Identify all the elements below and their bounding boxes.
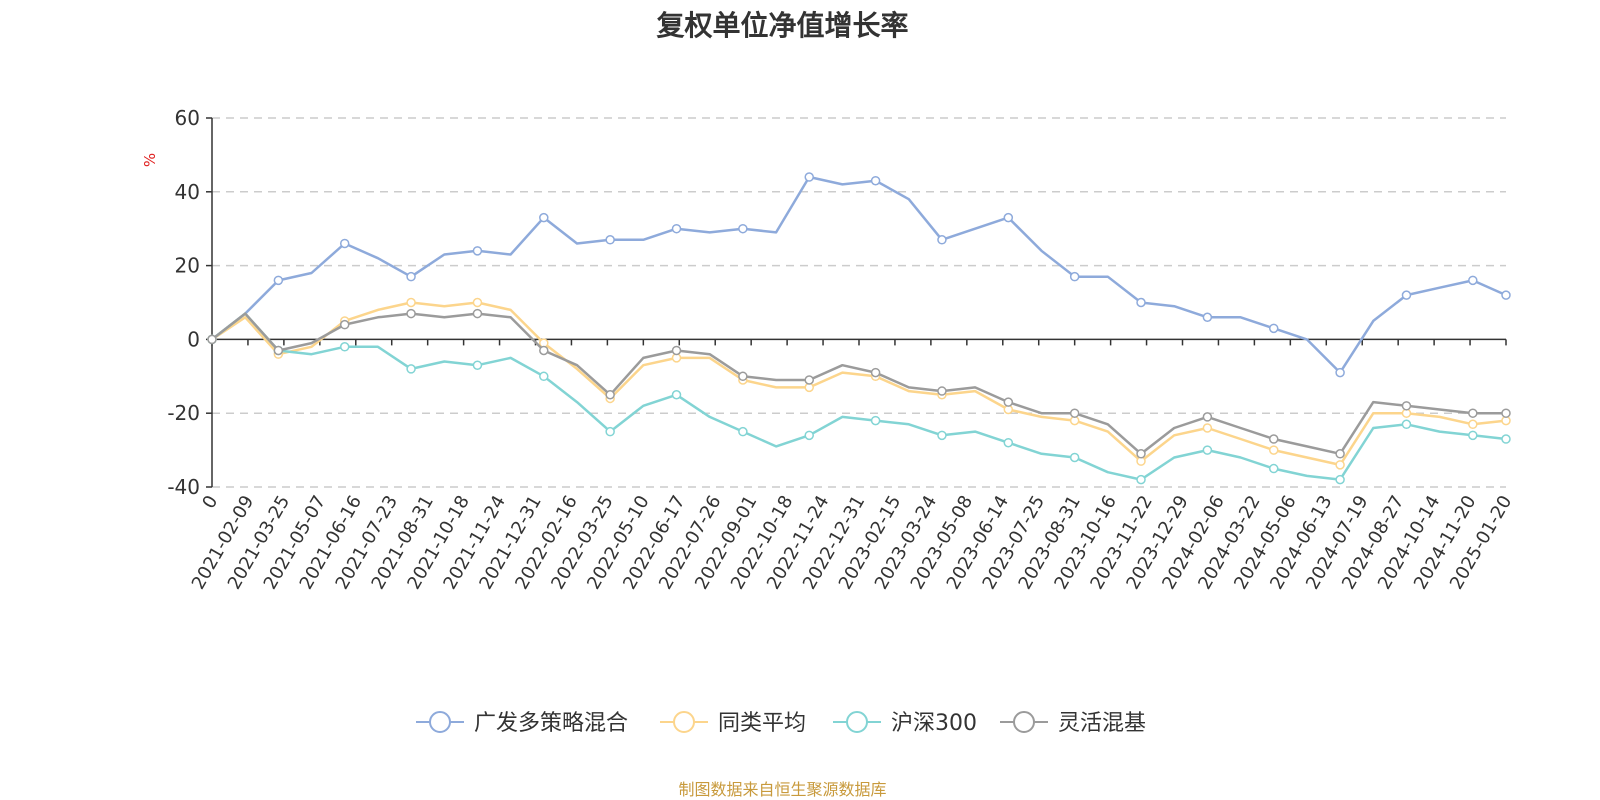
data-point: [1268, 463, 1279, 474]
data-point: [339, 342, 350, 352]
data-point: [1468, 419, 1478, 430]
data-point: [1003, 397, 1014, 407]
data-point: [1335, 474, 1345, 485]
data-point: [1069, 408, 1080, 418]
data-point: [1202, 312, 1213, 323]
y-tick-label: 40: [175, 180, 200, 204]
legend-marker: [429, 711, 451, 733]
data-point: [1468, 275, 1478, 286]
data-point: [937, 235, 947, 245]
data-point: [1501, 408, 1511, 418]
data-point: [605, 426, 615, 437]
data-point: [671, 345, 682, 356]
data-point: [273, 275, 284, 286]
data-point: [1069, 271, 1080, 282]
data-point: [472, 308, 483, 319]
data-point: [1202, 445, 1213, 455]
y-axis-label: %: [141, 153, 159, 167]
data-point: [671, 390, 682, 400]
data-point: [1268, 445, 1279, 455]
data-point: [406, 308, 416, 319]
data-point: [870, 415, 881, 426]
data-point: [870, 367, 881, 378]
data-point: [273, 345, 284, 356]
y-tick-label: -20: [167, 401, 200, 425]
data-point: [1401, 401, 1412, 411]
data-point: [1401, 419, 1412, 430]
data-point: [539, 371, 549, 382]
data-point: [1136, 449, 1146, 459]
data-point: [1468, 408, 1478, 418]
data-point: [339, 319, 350, 330]
data-point: [406, 271, 416, 282]
data-point: [539, 345, 549, 356]
data-point: [1202, 412, 1213, 422]
data-point: [1136, 297, 1146, 308]
data-point: [671, 223, 682, 234]
legend-item-0[interactable]: 广发多策略混合: [416, 711, 628, 736]
y-tick-label: -40: [167, 475, 200, 499]
data-point: [1501, 434, 1511, 444]
data-point: [804, 172, 814, 182]
data-point: [1468, 430, 1478, 441]
data-point: [1335, 449, 1345, 459]
series-line-0: [211, 175, 1507, 374]
data-point: [406, 364, 416, 374]
data-point: [207, 334, 217, 345]
data-point: [804, 375, 814, 385]
data-point: [738, 426, 748, 437]
series-layer: [207, 172, 1511, 485]
data-point: [937, 386, 947, 396]
legend-item-2[interactable]: 沪深300: [833, 711, 977, 736]
data-point: [738, 223, 748, 234]
legend-marker: [846, 711, 868, 733]
chart-title: 复权单位净值增长率: [656, 9, 909, 42]
legend-marker: [1013, 711, 1035, 733]
source-note: 制图数据来自恒生聚源数据库: [678, 780, 887, 799]
data-point: [605, 235, 615, 245]
legend: 广发多策略混合 同类平均 沪深300 灵活混基: [416, 711, 1146, 736]
data-point: [472, 360, 483, 370]
legend-item-1[interactable]: 同类平均: [660, 711, 806, 736]
data-point: [472, 297, 483, 308]
data-point: [1069, 452, 1080, 463]
legend-label: 灵活混基: [1058, 711, 1146, 736]
series-line-2: [211, 312, 1507, 481]
legend-label: 同类平均: [718, 711, 806, 736]
legend-marker: [673, 711, 695, 733]
data-point: [870, 175, 881, 186]
legend-label: 沪深300: [891, 711, 977, 736]
data-point: [339, 238, 350, 249]
x-tick-label: 0: [198, 492, 222, 512]
data-point: [1202, 423, 1213, 433]
data-point: [1136, 474, 1146, 485]
series-line-1: [211, 301, 1507, 467]
data-point: [1003, 212, 1014, 223]
data-point: [406, 297, 416, 308]
data-point: [1335, 460, 1345, 470]
data-point: [605, 390, 615, 400]
legend-item-3[interactable]: 灵活混基: [1000, 711, 1146, 736]
data-point: [1268, 323, 1279, 334]
data-point: [472, 246, 483, 256]
y-tick-label: 60: [175, 106, 200, 130]
y-tick-label: 20: [175, 254, 200, 278]
data-point: [539, 212, 549, 223]
data-point: [937, 430, 947, 441]
data-point: [738, 371, 748, 382]
data-point: [1401, 290, 1412, 300]
data-point: [1268, 434, 1279, 444]
data-point: [804, 430, 814, 441]
data-point: [1501, 290, 1511, 300]
series-line-3: [211, 312, 1506, 456]
data-point: [1003, 437, 1014, 448]
legend-label: 广发多策略混合: [474, 711, 628, 736]
data-point: [1335, 367, 1345, 378]
y-tick-label: 0: [187, 327, 200, 351]
